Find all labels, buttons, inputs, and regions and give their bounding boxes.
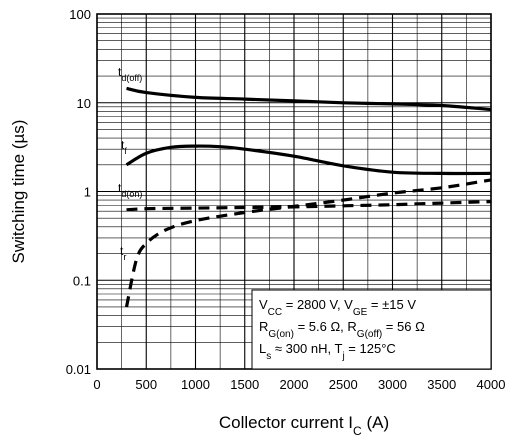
x-tick-label: 1500 xyxy=(230,377,259,392)
tick-labels: 0 500 1000 1500 2000 2500 3000 3500 4000 0.01 0.1 1… xyxy=(66,7,506,392)
conditions-line3: Ls ≈ 300 nH, Tj = 125°C xyxy=(259,341,396,362)
y-axis-title: Switching time (µs) xyxy=(9,120,28,264)
conditions-line2: RG(on) = 5.6 Ω, RG(off) = 56 Ω xyxy=(259,319,425,340)
x-tick-label: 3000 xyxy=(378,377,407,392)
y-tick-label: 10 xyxy=(77,96,91,111)
conditions-line1: VCC = 2800 V, VGE = ±15 V xyxy=(259,297,416,318)
curve-labels: td(off) tf td(on) tr xyxy=(118,65,142,262)
series-line-tr xyxy=(124,178,492,308)
series-label-tf: tf xyxy=(121,138,127,156)
x-tick-label: 3500 xyxy=(427,377,456,392)
series-label-td-on: td(on) xyxy=(118,181,142,199)
x-tick-label: 2500 xyxy=(329,377,358,392)
x-tick-label: 1000 xyxy=(181,377,210,392)
series-label-tr: tr xyxy=(120,244,126,262)
conditions-box-frame xyxy=(251,289,492,370)
x-tick-label: 2000 xyxy=(280,377,309,392)
axis-titles: Collector current IC (A) Switching time (… xyxy=(9,120,389,438)
y-tick-label: 0.1 xyxy=(73,273,91,288)
y-tick-label: 100 xyxy=(69,7,91,22)
series-label-td-off: td(off) xyxy=(118,65,142,83)
x-axis-title: Collector current IC (A) xyxy=(219,413,389,438)
x-tick-label: 500 xyxy=(135,377,157,392)
conditions-box: VCC = 2800 V, VGE = ±15 VRG(on) = 5.6 Ω,… xyxy=(251,289,492,370)
y-tick-label: 0.01 xyxy=(66,362,91,377)
series-line-tf xyxy=(125,144,492,176)
x-tick-label: 4000 xyxy=(477,377,506,392)
y-tick-label: 1 xyxy=(84,185,91,200)
series-line-td-off xyxy=(126,86,492,112)
curves xyxy=(124,86,492,308)
x-tick-label: 0 xyxy=(93,377,100,392)
